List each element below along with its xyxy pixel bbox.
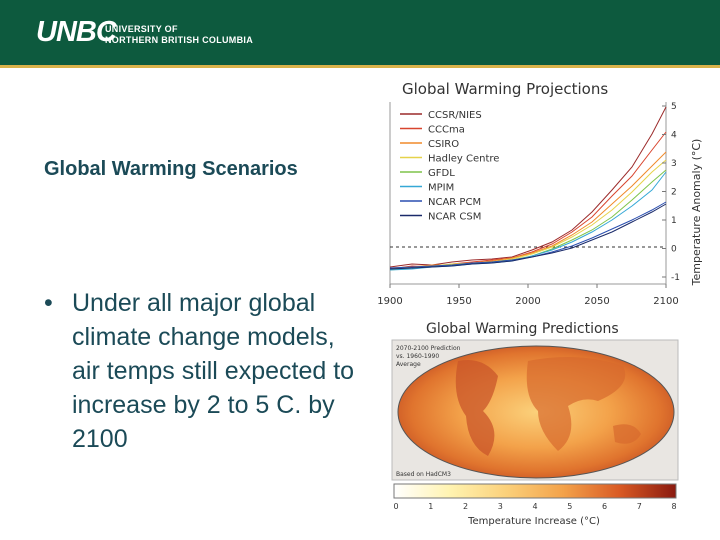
y-tick-label: 3 <box>671 159 677 169</box>
projections-figure: Global Warming Projections CCSR/NIES CCCm… <box>372 72 708 312</box>
legend-label: NCAR CSM <box>428 212 481 223</box>
y-tick-label: -1 <box>671 273 680 283</box>
legend-label: CCCma <box>428 125 465 136</box>
colorbar-tick-label: 3 <box>498 502 503 511</box>
legend-label: NCAR PCM <box>428 197 481 208</box>
predictions-title: Global Warming Predictions <box>426 321 619 337</box>
header-divider <box>0 65 720 68</box>
caption-line-3: Average <box>396 361 421 368</box>
y-tick-label: 5 <box>671 102 677 112</box>
colorbar-tick-label: 0 <box>393 502 398 511</box>
colorbar <box>393 483 677 499</box>
projections-title: Global Warming Projections <box>402 80 608 98</box>
continent-africa-eurasia <box>526 357 626 451</box>
legend-label: MPIM <box>428 183 454 194</box>
series-ccsr-nies <box>389 106 667 268</box>
colorbar-tick-label: 1 <box>428 502 433 511</box>
x-tick-label: 1950 <box>446 296 471 307</box>
legend-label: Hadley Centre <box>428 154 499 165</box>
x-tick-label: 2050 <box>584 296 609 307</box>
legend-label: CSIRO <box>428 139 459 150</box>
y-tick-label: 0 <box>671 245 677 255</box>
colorbar-tick-label: 6 <box>602 502 607 511</box>
colorbar-tick-label: 5 <box>567 502 572 511</box>
y-tick-label: 1 <box>671 216 677 226</box>
x-tick-label: 2100 <box>653 296 678 307</box>
slide-title: Global Warming Scenarios <box>44 158 298 180</box>
logo-line-2: NORTHERN BRITISH COLUMBIA <box>105 35 253 45</box>
logo-wordmark: UNBC <box>36 16 117 48</box>
colorbar-tick-label: 2 <box>463 502 468 511</box>
header-bar: UNBC UNIVERSITY OF NORTHERN BRITISH COLU… <box>0 0 720 65</box>
y-tick-label: 2 <box>671 188 677 198</box>
x-tick-label: 2000 <box>515 296 540 307</box>
caption-line-2: vs. 1960-1990 <box>396 353 439 360</box>
bullet-icon: • <box>44 289 53 317</box>
colorbar-tick-label: 7 <box>637 502 642 511</box>
colorbar-tick-label: 8 <box>671 502 676 511</box>
caption-line-1: 2070-2100 Prediction <box>396 345 461 352</box>
series-lines <box>389 106 667 271</box>
legend-label: GFDL <box>428 168 455 179</box>
predictions-figure: Global Warming Predictions 2070-2100 Pre… <box>388 316 688 530</box>
y-tick-label: 4 <box>671 131 677 141</box>
colorbar-tick-label: 4 <box>532 502 537 511</box>
projections-ylabel: Temperature Anomaly (°C) <box>690 139 703 287</box>
map-source: Based on HadCM3 <box>396 471 451 478</box>
logo-line-1: UNIVERSITY OF <box>105 24 178 34</box>
continent-americas <box>455 360 498 456</box>
continent-australia <box>613 424 641 444</box>
colorbar-label: Temperature Increase (°C) <box>467 516 600 527</box>
legend-label: CCSR/NIES <box>428 110 482 121</box>
series-ncar-csm <box>389 203 667 270</box>
x-tick-label: 1900 <box>377 296 402 307</box>
bullet-text: Under all major global climate change mo… <box>72 289 355 453</box>
